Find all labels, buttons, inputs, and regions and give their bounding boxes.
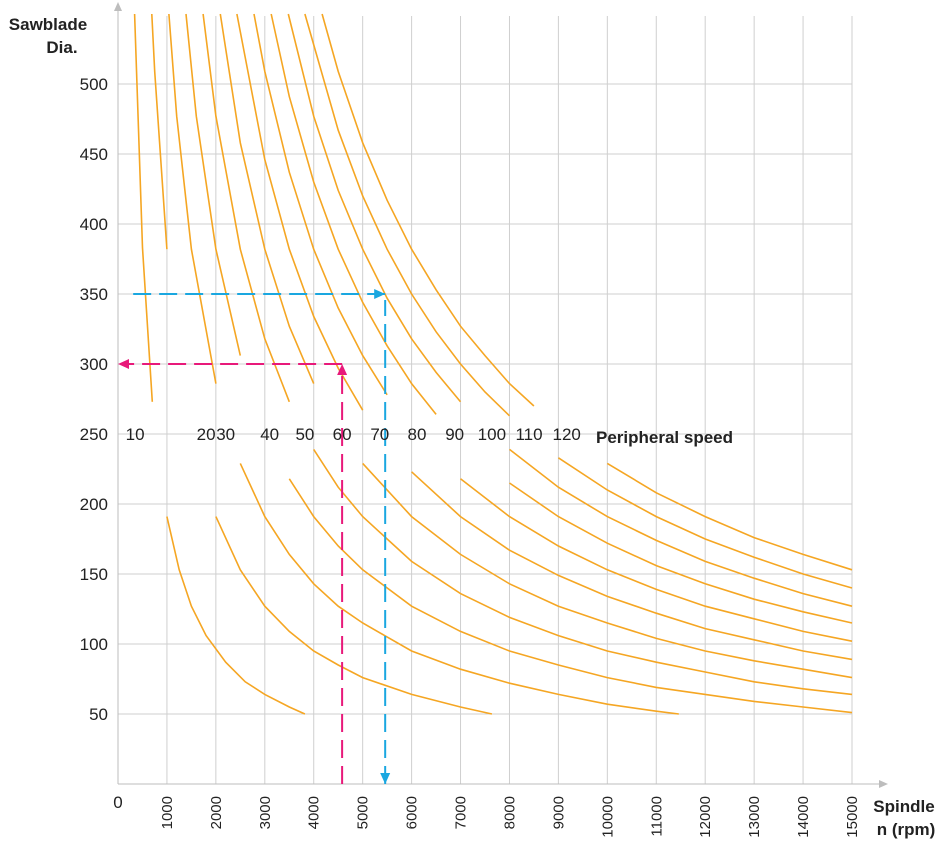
x-tick-label: 5000 xyxy=(355,796,372,829)
y-tick-label: 100 xyxy=(80,635,108,654)
y-tick-label: 450 xyxy=(80,145,108,164)
speed-curve-60 xyxy=(362,462,853,679)
speed-curve-70 xyxy=(236,13,364,411)
x-tick-label: 9000 xyxy=(550,796,567,829)
speed-curve-90 xyxy=(270,13,437,415)
x-tick-label: 6000 xyxy=(404,796,421,829)
x-tick-label: 2000 xyxy=(208,796,225,829)
x-tick-label: 15000 xyxy=(844,796,861,838)
speed-labels: 10 20 30 40 50 60 70 80 90 100 110 120 xyxy=(126,425,581,444)
speed-curve-70 xyxy=(411,471,853,661)
y-tick-label: 200 xyxy=(80,495,108,514)
example-arrowhead-right xyxy=(374,289,386,299)
speed-curve-20 xyxy=(151,13,168,250)
x-axis-title-line1: Spindle xyxy=(873,797,934,816)
speed-curve-120 xyxy=(606,462,853,571)
example-arrowhead-down xyxy=(380,773,391,784)
speed-curve-50 xyxy=(202,13,291,403)
x-tick-label: 1000 xyxy=(159,796,176,829)
x-tick-label: 13000 xyxy=(746,796,763,838)
speed-label-40: 40 xyxy=(260,425,279,444)
speed-curve-30 xyxy=(239,463,679,715)
y-axis-title-line1: Sawblade xyxy=(9,15,87,34)
x-tick-label: 4000 xyxy=(306,796,323,829)
x-tick-label: 3000 xyxy=(257,796,274,829)
y-axis-arrow xyxy=(114,2,122,11)
speed-label-60: 60 xyxy=(333,425,352,444)
speed-label-120: 120 xyxy=(553,425,581,444)
speed-label-80: 80 xyxy=(408,425,427,444)
y-tick-label: 50 xyxy=(89,705,108,724)
axes xyxy=(114,2,888,788)
speed-curve-100 xyxy=(509,448,853,607)
grid xyxy=(118,16,853,784)
speed-curve-10 xyxy=(133,13,154,402)
origin-label: 0 xyxy=(113,793,122,812)
speed-curve-110 xyxy=(557,457,853,589)
speed-curve-90 xyxy=(509,482,853,624)
speed-label-110: 110 xyxy=(515,425,542,444)
speed-curve-30 xyxy=(168,13,217,384)
speed-label-100: 100 xyxy=(478,425,506,444)
x-tick-label: 12000 xyxy=(697,796,714,838)
speed-curve-60 xyxy=(219,13,315,384)
y-tick-label: 400 xyxy=(80,215,108,234)
speed-curve-110 xyxy=(304,13,511,417)
x-tick-label: 8000 xyxy=(501,796,518,829)
y-tick-label: 250 xyxy=(80,425,108,444)
y-tick-label: 500 xyxy=(80,75,108,94)
speed-label-30: 30 xyxy=(216,425,235,444)
example-arrowhead-up xyxy=(337,364,348,375)
x-tick-label: 11000 xyxy=(648,796,665,837)
y-axis-title-line2: Dia. xyxy=(46,38,77,57)
x-tick-label: 10000 xyxy=(599,796,616,838)
speed-curve-10 xyxy=(166,516,306,715)
speed-curve-80 xyxy=(253,13,388,396)
speed-curves xyxy=(133,13,853,715)
speed-curve-100 xyxy=(287,13,462,403)
x-axis-title-line2: n (rpm) xyxy=(877,820,936,839)
x-axis-arrow xyxy=(879,780,888,788)
speed-curve-40 xyxy=(185,13,242,356)
speed-label-10: 10 xyxy=(126,425,145,444)
speed-curve-80 xyxy=(460,478,853,642)
y-tick-label: 350 xyxy=(80,285,108,304)
example-arrowhead-left xyxy=(118,359,129,369)
speed-label-50: 50 xyxy=(295,425,314,444)
x-tick-label: 7000 xyxy=(453,796,470,829)
speed-curve-50 xyxy=(313,448,853,696)
speed-curve-40 xyxy=(288,478,853,714)
x-tick-label: 14000 xyxy=(795,796,812,838)
peripheral-speed-label: Peripheral speed xyxy=(596,428,733,447)
speed-label-20: 20 xyxy=(197,425,216,444)
speed-label-70: 70 xyxy=(370,425,389,444)
speed-curve-20 xyxy=(215,516,493,715)
y-tick-label: 150 xyxy=(80,565,108,584)
speed-curve-120 xyxy=(321,13,535,407)
example-lines xyxy=(118,289,391,784)
y-tick-label: 300 xyxy=(80,355,108,374)
speed-label-90: 90 xyxy=(445,425,464,444)
